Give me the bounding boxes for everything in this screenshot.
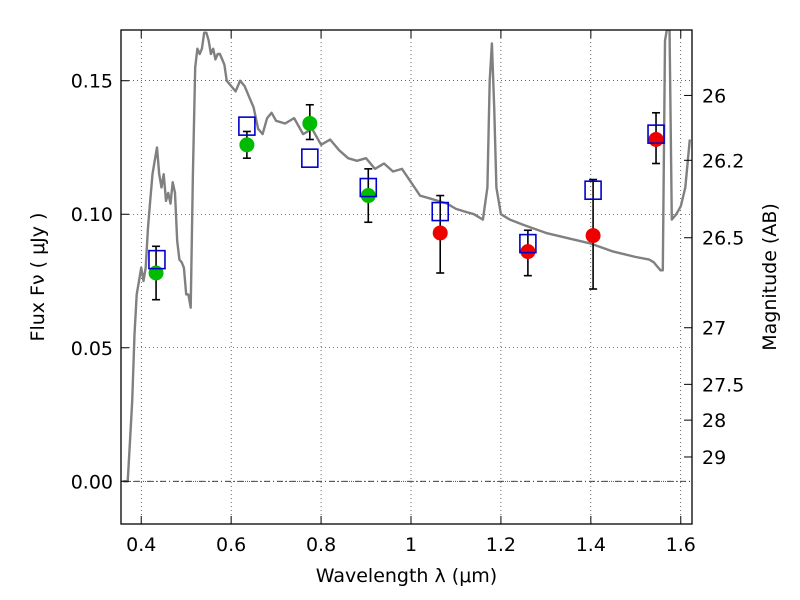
y-tick-label: 0.05 — [71, 338, 113, 360]
x-tick-label: 1.4 — [576, 534, 606, 556]
green-point — [360, 188, 376, 204]
red-point — [520, 244, 536, 260]
box-point — [359, 177, 378, 198]
y-tick-label: 0.10 — [71, 204, 113, 226]
x-tick-label: 1 — [405, 534, 417, 556]
mag-tick-label: 26.2 — [702, 150, 744, 172]
x-tick-label: 1.2 — [486, 534, 516, 556]
mag-tick-label: 28 — [702, 410, 726, 432]
tick-labels: 0.4 0.6 0.8 1 1.2 1.4 1.6 0.00 0.05 0.10 0.15 26 26.… — [71, 71, 745, 556]
mag-tick-label: 27.5 — [702, 374, 744, 396]
y-tick-label: 0.15 — [71, 71, 113, 93]
axis-ticks — [121, 30, 692, 524]
mag-tick-label: 29 — [702, 447, 726, 469]
box-point — [431, 201, 450, 222]
box-point — [148, 249, 166, 270]
x-tick-label: 0.4 — [126, 534, 156, 556]
plot-frame — [120, 29, 693, 525]
red-point — [648, 131, 664, 147]
box-point — [238, 116, 256, 136]
y-axis-label: Flux Fν ( μJy ) — [27, 213, 49, 342]
data-points — [148, 115, 665, 281]
x-tick-label: 0.8 — [306, 534, 336, 556]
box-point — [584, 180, 602, 201]
x-tick-label: 1.6 — [666, 534, 696, 556]
mag-tick-label: 26.5 — [702, 228, 744, 250]
model-sed-line — [123, 30, 691, 483]
green-point — [302, 115, 318, 131]
red-point — [585, 228, 601, 244]
x-tick-label: 0.6 — [216, 534, 246, 556]
mag-tick-label: 27 — [702, 318, 726, 340]
red-point — [432, 225, 448, 241]
x-axis-label: Wavelength λ (μm) — [316, 565, 497, 587]
error-bars — [152, 103, 661, 301]
green-point — [239, 137, 255, 153]
box-point — [647, 124, 665, 144]
model-sed — [123, 30, 691, 483]
box-point — [301, 148, 319, 168]
green-point — [148, 265, 164, 281]
box-point — [519, 233, 537, 254]
grid — [121, 30, 692, 524]
mag-tick-label: 26 — [702, 85, 726, 107]
y2-axis-label: Magnitude (AB) — [759, 203, 781, 351]
y-tick-label: 0.00 — [71, 471, 113, 493]
